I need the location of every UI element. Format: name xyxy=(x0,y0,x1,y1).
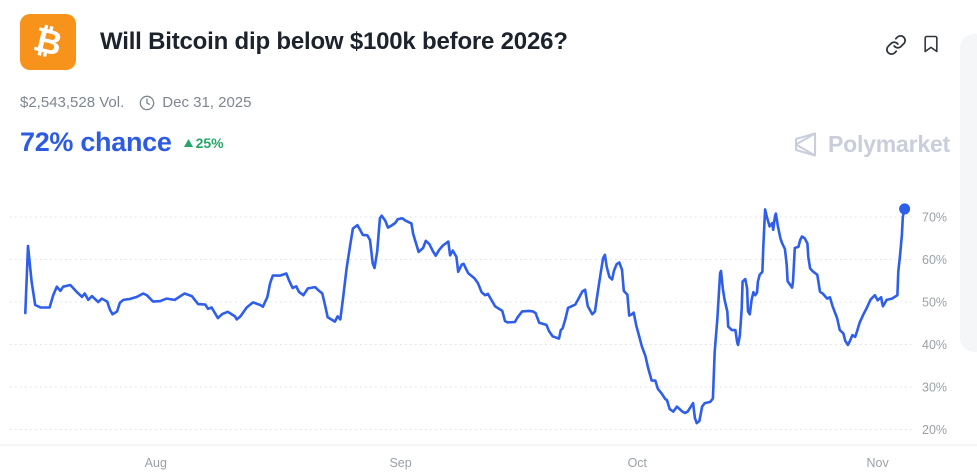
polymarket-logo-icon xyxy=(794,132,817,157)
page-title: Will Bitcoin dip below $100k before 2026… xyxy=(100,28,568,55)
y-axis-label: 70% xyxy=(922,211,947,225)
polymarket-watermark: Polymarket xyxy=(792,131,950,158)
y-axis-label: 30% xyxy=(922,381,947,395)
y-axis-label: 60% xyxy=(922,253,947,267)
probability-chart[interactable]: 70% 60% 50% 40% 30% 20% Aug Sep Oct Nov xyxy=(0,186,977,476)
clock-icon xyxy=(139,95,155,111)
y-axis-label: 50% xyxy=(922,296,947,310)
link-icon xyxy=(886,35,906,55)
change-value: 25% xyxy=(195,134,224,151)
bitcoin-glyph: ₿ xyxy=(29,20,67,64)
up-arrow-icon xyxy=(183,138,193,147)
end-date-label: Dec 31, 2025 xyxy=(162,94,252,111)
x-axis-label: Nov xyxy=(866,456,889,470)
change-badge: 25% xyxy=(183,134,224,151)
probability-line xyxy=(24,207,906,425)
bookmark-icon xyxy=(924,35,938,53)
x-axis-label: Aug xyxy=(145,456,167,470)
copy-link-button[interactable] xyxy=(884,33,908,57)
x-axis-label: Sep xyxy=(389,456,411,470)
y-axis-label: 20% xyxy=(922,423,947,437)
probability-row: 72% chance 25% xyxy=(20,127,224,158)
latest-point-dot xyxy=(899,203,911,215)
polymarket-logo-text: Polymarket xyxy=(828,131,951,157)
x-axis-label: Oct xyxy=(628,456,648,470)
bookmark-button[interactable] xyxy=(919,32,943,56)
y-axis-label: 40% xyxy=(922,338,947,352)
market-meta: $2,543,528 Vol. Dec 31, 2025 xyxy=(20,94,252,111)
bitcoin-icon: ₿ xyxy=(20,14,76,70)
probability-value: 72% chance xyxy=(20,127,172,157)
adjacent-card-edge xyxy=(960,34,977,352)
volume-label: $2,543,528 Vol. xyxy=(20,94,125,111)
